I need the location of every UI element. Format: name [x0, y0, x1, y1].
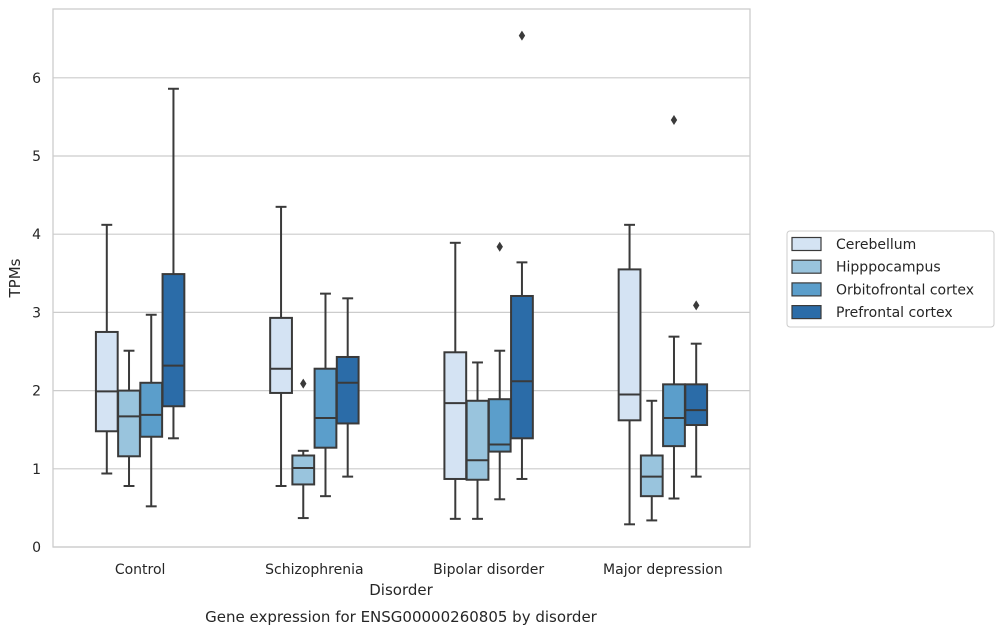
box [443, 351, 468, 480]
legend-label: Cerebellum [836, 237, 916, 253]
box-group [94, 223, 119, 475]
legend: Cerebellum Hipppocampus Orbitofrontal cort… [786, 230, 995, 328]
x-tick-labels: Control Schizophrenia Bipolar disorder Majo… [115, 562, 723, 578]
box-group [510, 30, 534, 480]
x-tick-label: Bipolar disorder [433, 562, 544, 578]
outlier-marker [518, 30, 526, 41]
boxes [94, 30, 709, 526]
outlier-marker [300, 378, 307, 389]
box-group [313, 292, 338, 498]
box-group [443, 241, 468, 520]
y-tick-label: 1 [32, 462, 41, 478]
box-group [662, 115, 686, 500]
box-group [139, 313, 164, 508]
x-axis-label: Disorder [369, 581, 433, 599]
legend-label: Hipppocampus [836, 260, 941, 276]
box-group [161, 87, 186, 440]
y-axis-label: TPMs [6, 258, 24, 298]
x-tick-label: Major depression [603, 562, 723, 578]
box-group [291, 378, 316, 520]
y-tick-label: 6 [32, 71, 41, 87]
box [161, 273, 186, 408]
legend-label: Prefrontal cortex [836, 305, 953, 321]
y-tick-label: 5 [32, 149, 41, 165]
box-group [269, 205, 293, 488]
legend-frame [786, 230, 995, 328]
box [117, 389, 141, 458]
box [313, 367, 338, 449]
box [335, 355, 360, 425]
x-tick-label: Schizophrenia [265, 562, 363, 578]
y-tick-label: 3 [32, 305, 41, 321]
box [510, 294, 534, 440]
box [465, 399, 490, 481]
box-group [117, 349, 141, 488]
legend-swatch [791, 282, 822, 297]
box [94, 330, 119, 433]
box [269, 316, 293, 394]
y-tick-labels: 0 1 2 3 4 5 6 [32, 71, 41, 556]
box [291, 454, 316, 486]
box-group [617, 223, 642, 526]
outlier-marker [693, 300, 700, 311]
box [617, 268, 642, 422]
legend-swatch [791, 259, 822, 274]
box [662, 383, 686, 448]
legend-label: Orbitofrontal cortex [836, 282, 974, 298]
outlier-marker [670, 115, 678, 126]
y-tick-label: 2 [32, 384, 41, 400]
box [139, 381, 164, 438]
box [684, 383, 709, 427]
chart-caption: Gene expression for ENSG00000260805 by d… [205, 608, 598, 626]
x-tick-label: Control [115, 562, 166, 578]
box-group [487, 241, 512, 501]
y-tick-label: 0 [32, 540, 41, 556]
box-group [335, 297, 360, 478]
box-group [684, 300, 709, 478]
box-group [465, 361, 490, 520]
legend-swatch [791, 236, 822, 252]
y-tick-label: 4 [32, 227, 41, 243]
outlier-marker [496, 241, 503, 252]
plot-area-frame [52, 8, 751, 548]
box-group [639, 399, 664, 522]
legend-swatch [791, 305, 822, 320]
